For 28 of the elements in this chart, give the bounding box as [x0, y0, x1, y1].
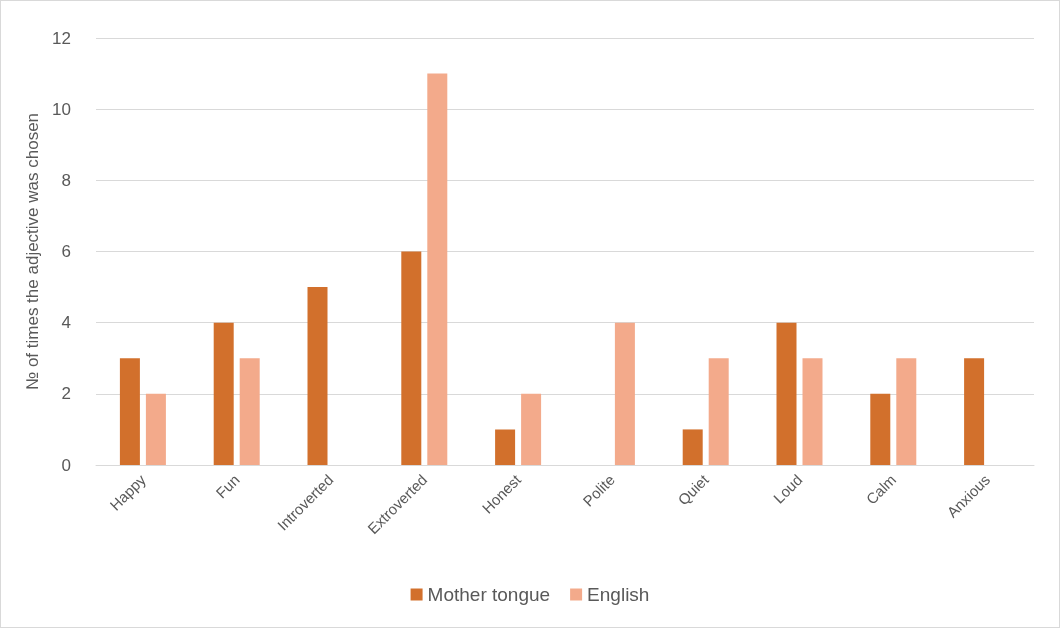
y-tick-label: 4: [61, 313, 71, 333]
bar: [776, 322, 797, 465]
bar: [119, 358, 140, 465]
bar: [964, 358, 985, 465]
bar: [870, 393, 891, 465]
bar: [708, 358, 729, 465]
bar: [521, 393, 542, 465]
bar: [307, 287, 328, 465]
bar: [427, 73, 448, 465]
y-tick-label: 6: [61, 242, 71, 261]
y-axis-title: № of times the adjective was chosen: [23, 112, 43, 391]
bar: [495, 429, 516, 465]
y-tick-label: 0: [61, 455, 71, 475]
bar: [802, 358, 823, 465]
legend-label: Mother tongue: [427, 584, 551, 605]
y-tick-label: 12: [52, 28, 71, 48]
bar: [213, 322, 234, 465]
bar: [401, 251, 422, 465]
bar: [145, 393, 166, 465]
bar: [239, 358, 260, 465]
x-tick-label: Fun: [212, 470, 243, 502]
legend-label: English: [587, 584, 650, 605]
bar: [682, 429, 703, 465]
y-tick-label: 10: [52, 99, 71, 119]
y-tick-label: 8: [61, 170, 71, 190]
bar: [614, 322, 635, 465]
bar: [896, 358, 917, 465]
y-tick-label: 2: [61, 384, 71, 404]
